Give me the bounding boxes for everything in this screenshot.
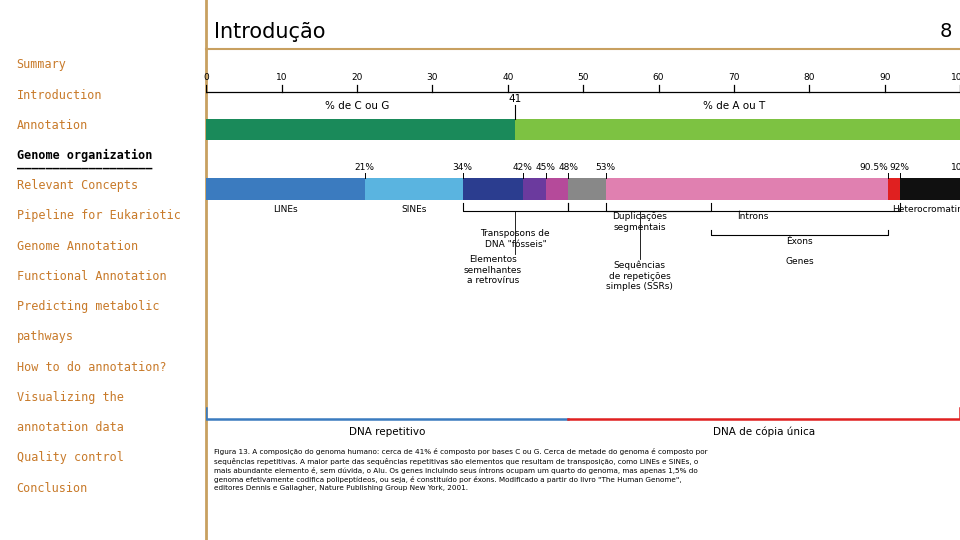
- Bar: [900, 178, 960, 200]
- Text: 30: 30: [427, 73, 438, 82]
- Text: 40: 40: [502, 73, 514, 82]
- Text: Genome Annotation: Genome Annotation: [16, 240, 137, 253]
- Text: Sequências
de repetições
simples (SSRs): Sequências de repetições simples (SSRs): [607, 261, 673, 291]
- Text: 80: 80: [804, 73, 815, 82]
- Text: ___________________: ___________________: [16, 156, 152, 168]
- Text: annotation data: annotation data: [16, 421, 124, 434]
- Text: 21%: 21%: [354, 163, 374, 172]
- Text: 48%: 48%: [558, 163, 578, 172]
- Bar: [568, 178, 606, 200]
- Text: Pipeline for Eukariotic: Pipeline for Eukariotic: [16, 210, 180, 222]
- Bar: [545, 178, 568, 200]
- Text: Annotation: Annotation: [16, 119, 87, 132]
- Text: 41: 41: [509, 94, 522, 104]
- Text: 45%: 45%: [536, 163, 556, 172]
- Text: Íntrons: Íntrons: [737, 212, 768, 221]
- Text: Quality control: Quality control: [16, 451, 124, 464]
- Text: Heterocromatina: Heterocromatina: [892, 205, 960, 214]
- Text: Éxons: Éxons: [786, 237, 813, 246]
- Text: pathways: pathways: [16, 330, 74, 343]
- Text: DNA de cópia única: DNA de cópia única: [713, 427, 815, 437]
- Text: Figura 13. A composição do genoma humano: cerca de 41% é composto por bases C ou: Figura 13. A composição do genoma humano…: [214, 448, 708, 491]
- Text: Conclusion: Conclusion: [16, 482, 87, 495]
- Bar: [365, 178, 463, 200]
- Text: 20: 20: [351, 73, 363, 82]
- Text: 90.5%: 90.5%: [859, 163, 888, 172]
- Text: Genes: Genes: [785, 256, 814, 266]
- Text: 42%: 42%: [513, 163, 533, 172]
- Text: LINEs: LINEs: [274, 205, 298, 214]
- Text: Genome organization: Genome organization: [16, 149, 152, 162]
- Text: 10: 10: [276, 73, 287, 82]
- Bar: [523, 178, 545, 200]
- Text: 100: 100: [951, 163, 960, 172]
- Text: 100: 100: [951, 73, 960, 82]
- Text: Elementos
semelhantes
a retrovírus: Elementos semelhantes a retrovírus: [464, 255, 522, 285]
- Text: Introduction: Introduction: [16, 89, 102, 102]
- Text: 8: 8: [940, 22, 952, 40]
- Text: % de A ou T: % de A ou T: [703, 100, 765, 111]
- Text: 50: 50: [578, 73, 588, 82]
- Text: Functional Annotation: Functional Annotation: [16, 270, 166, 283]
- Text: Summary: Summary: [16, 58, 66, 71]
- Text: Relevant Concepts: Relevant Concepts: [16, 179, 137, 192]
- Text: Visualizing the: Visualizing the: [16, 391, 124, 404]
- Text: 70: 70: [729, 73, 739, 82]
- Text: Duplicações
segmentais: Duplicações segmentais: [612, 212, 667, 232]
- Text: 92%: 92%: [890, 163, 910, 172]
- Bar: [516, 119, 960, 140]
- Text: Introdução: Introdução: [214, 22, 325, 42]
- Text: 0: 0: [204, 73, 209, 82]
- Text: DNA repetitivo: DNA repetitivo: [349, 427, 425, 437]
- Bar: [206, 119, 516, 140]
- Text: 34%: 34%: [452, 163, 472, 172]
- Text: 53%: 53%: [596, 163, 616, 172]
- Text: SINEs: SINEs: [401, 205, 426, 214]
- Text: Transposons de
DNA "fósseis": Transposons de DNA "fósseis": [481, 230, 550, 249]
- Bar: [606, 178, 888, 200]
- Text: 60: 60: [653, 73, 664, 82]
- Text: % de C ou G: % de C ou G: [324, 100, 390, 111]
- Bar: [463, 178, 523, 200]
- Text: 90: 90: [879, 73, 890, 82]
- Text: How to do annotation?: How to do annotation?: [16, 361, 166, 374]
- Bar: [206, 178, 365, 200]
- Text: Predicting metabolic: Predicting metabolic: [16, 300, 159, 313]
- Bar: [888, 178, 900, 200]
